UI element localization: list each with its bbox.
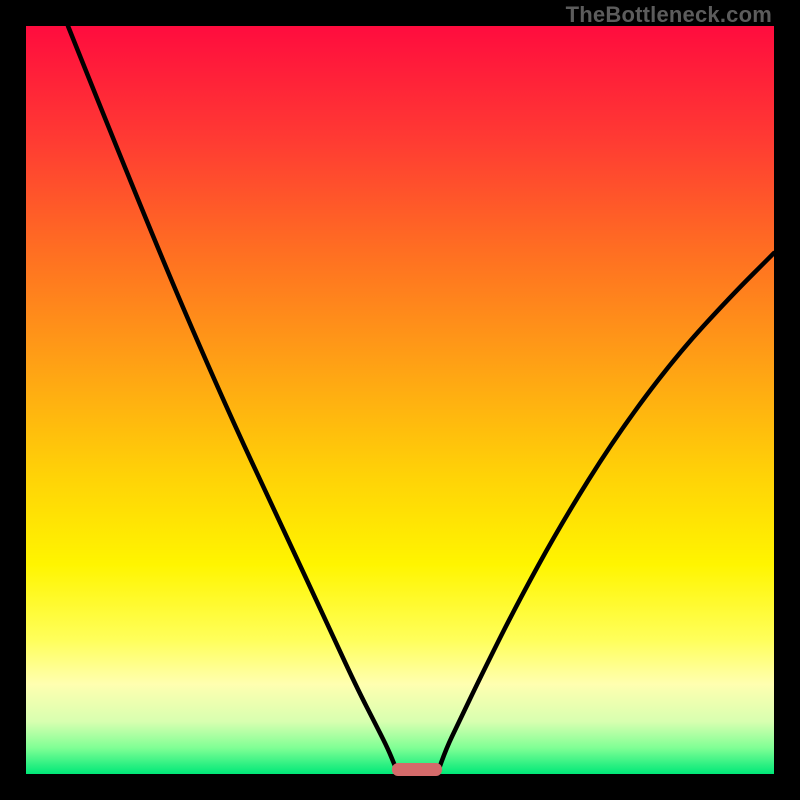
right-curve [440, 253, 774, 766]
chart-frame: TheBottleneck.com [0, 0, 800, 800]
left-curve [68, 26, 395, 766]
watermark-text: TheBottleneck.com [566, 2, 772, 28]
trough-marker [392, 763, 442, 776]
curves-layer [26, 26, 774, 774]
plot-area [26, 26, 774, 774]
